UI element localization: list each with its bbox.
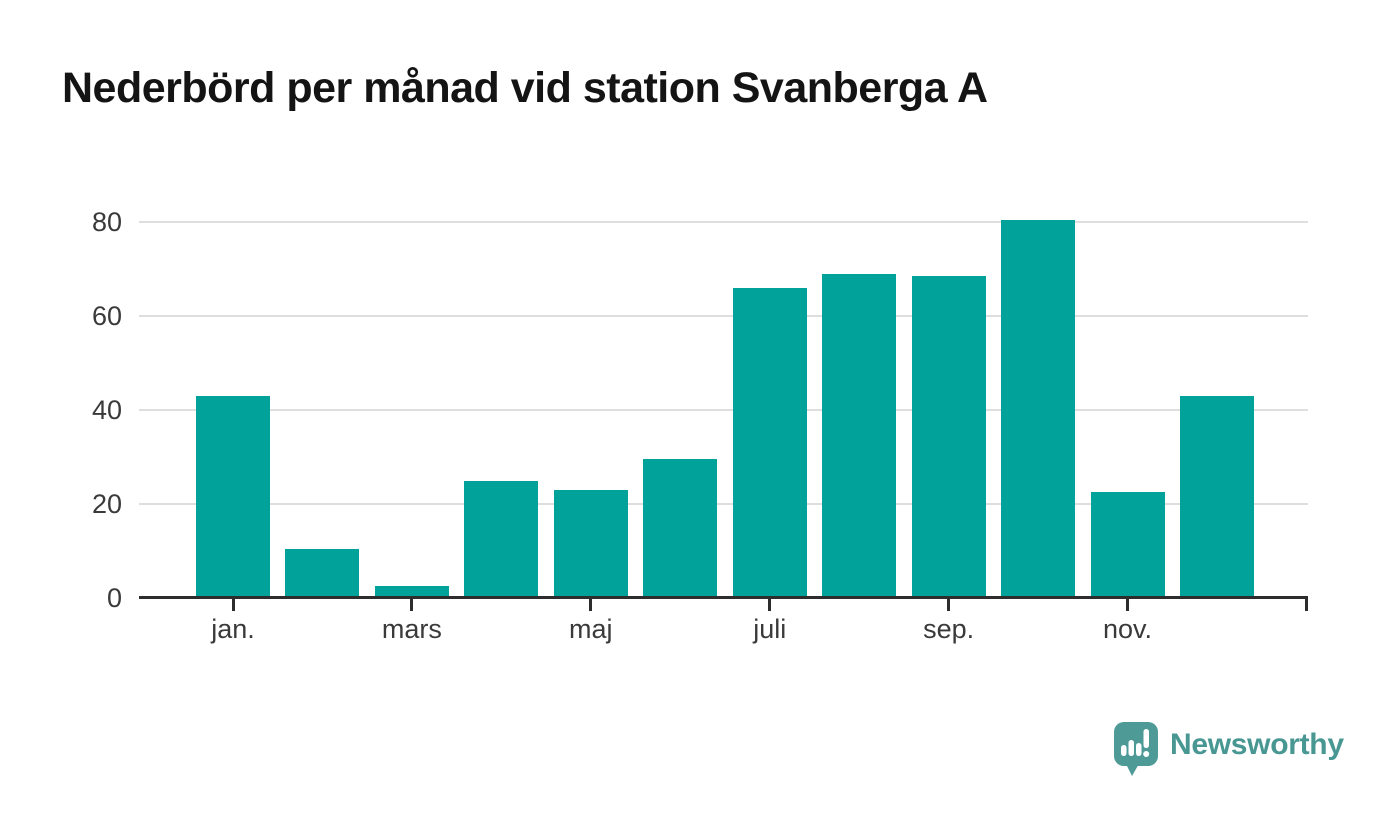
gridline-20 — [139, 503, 1308, 505]
gridline-80 — [139, 221, 1308, 223]
x-tick-label-nov.: nov. — [1103, 614, 1153, 644]
bar-okt. — [1001, 219, 1076, 598]
x-axis-end-tick — [1305, 598, 1308, 611]
x-tick-mark-sep. — [947, 598, 951, 611]
y-tick-label-40: 40 — [91, 395, 122, 425]
bar-maj — [553, 489, 628, 598]
x-tick-label-maj: maj — [569, 614, 613, 644]
gridline-40 — [139, 409, 1308, 411]
bar-sep. — [911, 276, 986, 598]
y-tick-label-0: 0 — [106, 583, 122, 613]
newsworthy-logo-text: Newsworthy — [1170, 728, 1344, 761]
bar-april — [464, 480, 539, 598]
bar-aug. — [822, 273, 897, 598]
x-tick-label-juli: juli — [753, 614, 787, 644]
y-tick-label-80: 80 — [91, 207, 122, 237]
x-tick-label-sep.: sep. — [923, 614, 975, 644]
bar-juni — [643, 459, 718, 598]
bar-jan. — [196, 395, 270, 598]
x-tick-mark-mars — [410, 598, 414, 611]
x-tick-mark-nov. — [1126, 598, 1130, 611]
x-tick-label-mars: mars — [381, 614, 442, 644]
plot-area: 0 20 40 60 80 jan. mars maj juli sep. nov. — [92, 207, 1308, 644]
x-tick-label-jan.: jan. — [211, 614, 255, 644]
x-tick-mark-juli — [768, 598, 772, 611]
bars-container — [196, 219, 1254, 598]
newsworthy-brand: Newsworthy — [1113, 721, 1344, 778]
x-tick-mark-maj — [589, 598, 593, 611]
gridline-60 — [139, 315, 1308, 317]
y-tick-label-20: 20 — [91, 489, 122, 519]
bar-mars — [374, 586, 449, 598]
bar-dec. — [1179, 395, 1254, 598]
bar-nov. — [1090, 492, 1165, 598]
x-tick-mark-jan. — [231, 598, 235, 611]
bar-feb. — [285, 548, 360, 598]
newsworthy-logo-icon — [1114, 722, 1158, 776]
bar-juli — [732, 287, 807, 598]
chart-title: Nederbörd per månad vid station Svanberg… — [62, 64, 988, 112]
x-axis-line — [139, 596, 1308, 599]
y-tick-label-60: 60 — [91, 301, 122, 331]
